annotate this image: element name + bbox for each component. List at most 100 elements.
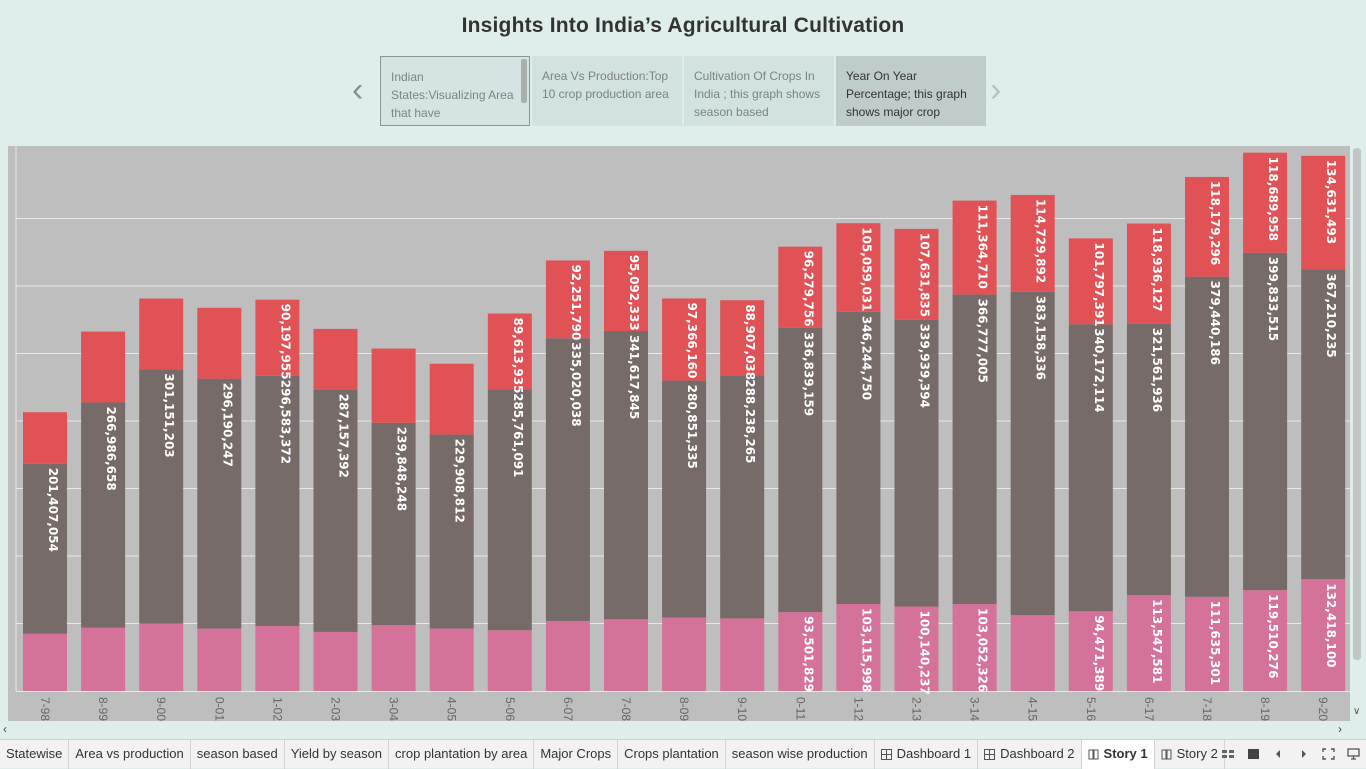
bar-segment-bottom[interactable] xyxy=(1126,595,1171,691)
bar-segment-bottom[interactable] xyxy=(429,628,474,691)
story-point-3[interactable]: Cultivation Of Crops In India ; this gra… xyxy=(684,56,834,126)
bar-segment-bottom[interactable] xyxy=(371,625,416,691)
bar-segment-bottom[interactable] xyxy=(545,620,590,691)
bar-segment-middle[interactable] xyxy=(894,319,939,607)
bar-segment-middle[interactable] xyxy=(662,380,707,618)
bar-segment-middle[interactable] xyxy=(778,327,823,613)
tab-story-2[interactable]: Story 2 xyxy=(1155,739,1225,769)
bar-segment-bottom[interactable] xyxy=(197,628,242,691)
bar-segment-bottom[interactable] xyxy=(23,633,67,691)
bar-segment-bottom[interactable] xyxy=(313,631,358,691)
bar-segment-middle[interactable] xyxy=(836,311,881,604)
tab-dashboard-2[interactable]: Dashboard 2 xyxy=(978,739,1082,769)
story-point-4[interactable]: Year On Year Percentage; this graph show… xyxy=(836,56,986,126)
bar-segment-top[interactable] xyxy=(662,298,707,381)
bar-segment-middle[interactable] xyxy=(139,369,184,624)
bar-segment-middle[interactable] xyxy=(952,294,997,605)
bar-segment-middle[interactable] xyxy=(81,402,126,628)
bar-segment-middle[interactable] xyxy=(429,434,474,629)
scroll-thumb[interactable] xyxy=(1353,148,1361,660)
bar-segment-top[interactable] xyxy=(545,260,590,339)
bar-segment-top[interactable] xyxy=(836,223,881,312)
bar-segment-top[interactable] xyxy=(720,300,765,376)
tab-crops-plantation[interactable]: Crops plantation xyxy=(618,739,726,769)
point-scrollbar[interactable] xyxy=(521,59,527,103)
tab-area-vs-production[interactable]: Area vs production xyxy=(69,739,191,769)
bar-segment-bottom[interactable] xyxy=(255,626,300,691)
vertical-scrollbar[interactable]: ∨ xyxy=(1350,146,1366,721)
bar-segment-bottom[interactable] xyxy=(139,623,184,692)
bar-segment-top[interactable] xyxy=(371,348,416,423)
tab-major-crops[interactable]: Major Crops xyxy=(534,739,619,769)
story-point-1[interactable]: Indian States:Visualizing Area that have xyxy=(380,56,530,126)
bar-segment-middle[interactable] xyxy=(1010,291,1055,616)
scroll-left-icon[interactable]: ‹ xyxy=(3,722,7,736)
bar-segment-top[interactable] xyxy=(1185,176,1229,277)
bar-segment-middle[interactable] xyxy=(1185,276,1229,597)
sheet-sorter-icon[interactable] xyxy=(1222,748,1235,760)
bar-segment-middle[interactable] xyxy=(255,375,300,627)
bar-segment-middle[interactable] xyxy=(720,375,765,619)
bar-segment-top[interactable] xyxy=(1301,155,1346,270)
tab-next-icon[interactable] xyxy=(1297,748,1310,760)
tab-season-based[interactable]: season based xyxy=(191,739,285,769)
bar-segment-middle[interactable] xyxy=(545,338,590,621)
bar-segment-bottom[interactable] xyxy=(720,618,765,691)
chevron-right-icon[interactable]: › xyxy=(990,71,1002,109)
bar-segment-top[interactable] xyxy=(604,250,648,332)
horizontal-scrollbar[interactable]: ‹ › xyxy=(0,721,1366,737)
bar-segment-middle[interactable] xyxy=(1243,252,1288,591)
bar-segment-middle[interactable] xyxy=(1301,269,1346,580)
bar-segment-bottom[interactable] xyxy=(1010,615,1055,691)
bar-segment-top[interactable] xyxy=(197,307,242,379)
bar-segment-top[interactable] xyxy=(139,298,184,370)
bar-segment-top[interactable] xyxy=(1068,238,1113,325)
bar-segment-top[interactable] xyxy=(1126,223,1171,324)
bar-segment-bottom[interactable] xyxy=(1301,579,1346,691)
tab-dashboard-1[interactable]: Dashboard 1 xyxy=(875,739,979,769)
bar-segment-top[interactable] xyxy=(1010,194,1055,292)
bar-segment-middle[interactable] xyxy=(604,331,648,620)
bar-segment-bottom[interactable] xyxy=(604,619,648,691)
fullscreen-icon[interactable] xyxy=(1322,748,1335,760)
bar-segment-top[interactable] xyxy=(894,228,939,320)
filmstrip-icon[interactable] xyxy=(1247,748,1260,760)
bar-segment-bottom[interactable] xyxy=(487,630,532,691)
scroll-down-icon[interactable]: ∨ xyxy=(1353,706,1361,717)
tab-crop-plantation-by-area[interactable]: crop plantation by area xyxy=(389,739,535,769)
bar-segment-top[interactable] xyxy=(81,331,126,403)
bar-segment-bottom[interactable] xyxy=(778,612,823,691)
bar-segment-bottom[interactable] xyxy=(662,617,707,691)
bar-segment-middle[interactable] xyxy=(487,389,532,631)
bar-segment-middle[interactable] xyxy=(371,422,416,626)
bar-segment-bottom[interactable] xyxy=(1068,611,1113,691)
chevron-left-icon[interactable]: ‹ xyxy=(352,71,364,109)
bar-segment-top[interactable] xyxy=(313,328,358,390)
bar-segment-top[interactable] xyxy=(952,200,997,295)
bar-segment-middle[interactable] xyxy=(1126,323,1171,596)
bar-segment-bottom[interactable] xyxy=(1185,596,1229,691)
bar-segment-middle[interactable] xyxy=(1068,324,1113,612)
bar-segment-top[interactable] xyxy=(487,313,532,390)
bar-segment-bottom[interactable] xyxy=(1243,590,1288,691)
scroll-right-icon[interactable]: › xyxy=(1338,722,1342,736)
bar-segment-top[interactable] xyxy=(23,412,67,464)
presentation-icon[interactable] xyxy=(1347,748,1360,760)
bar-segment-middle[interactable] xyxy=(23,463,67,634)
bar-segment-bottom[interactable] xyxy=(81,627,126,691)
tab-story-1[interactable]: Story 1 xyxy=(1081,739,1155,769)
bar-segment-bottom[interactable] xyxy=(952,604,997,691)
bar-segment-top[interactable] xyxy=(255,299,300,376)
story-point-2[interactable]: Area Vs Production:Top 10 crop productio… xyxy=(532,56,682,126)
bar-segment-middle[interactable] xyxy=(313,389,358,632)
bar-segment-bottom[interactable] xyxy=(836,603,881,691)
bar-segment-middle[interactable] xyxy=(197,378,242,629)
tab-statewise[interactable]: Statewise xyxy=(0,739,70,769)
bar-segment-bottom[interactable] xyxy=(894,606,939,691)
tab-season-wise-production[interactable]: season wise production xyxy=(726,739,875,769)
bar-segment-top[interactable] xyxy=(778,246,823,328)
bar-segment-top[interactable] xyxy=(429,363,474,435)
tab-prev-icon[interactable] xyxy=(1272,748,1285,760)
bar-segment-top[interactable] xyxy=(1243,152,1288,253)
tab-yield-by-season[interactable]: Yield by season xyxy=(285,739,390,769)
